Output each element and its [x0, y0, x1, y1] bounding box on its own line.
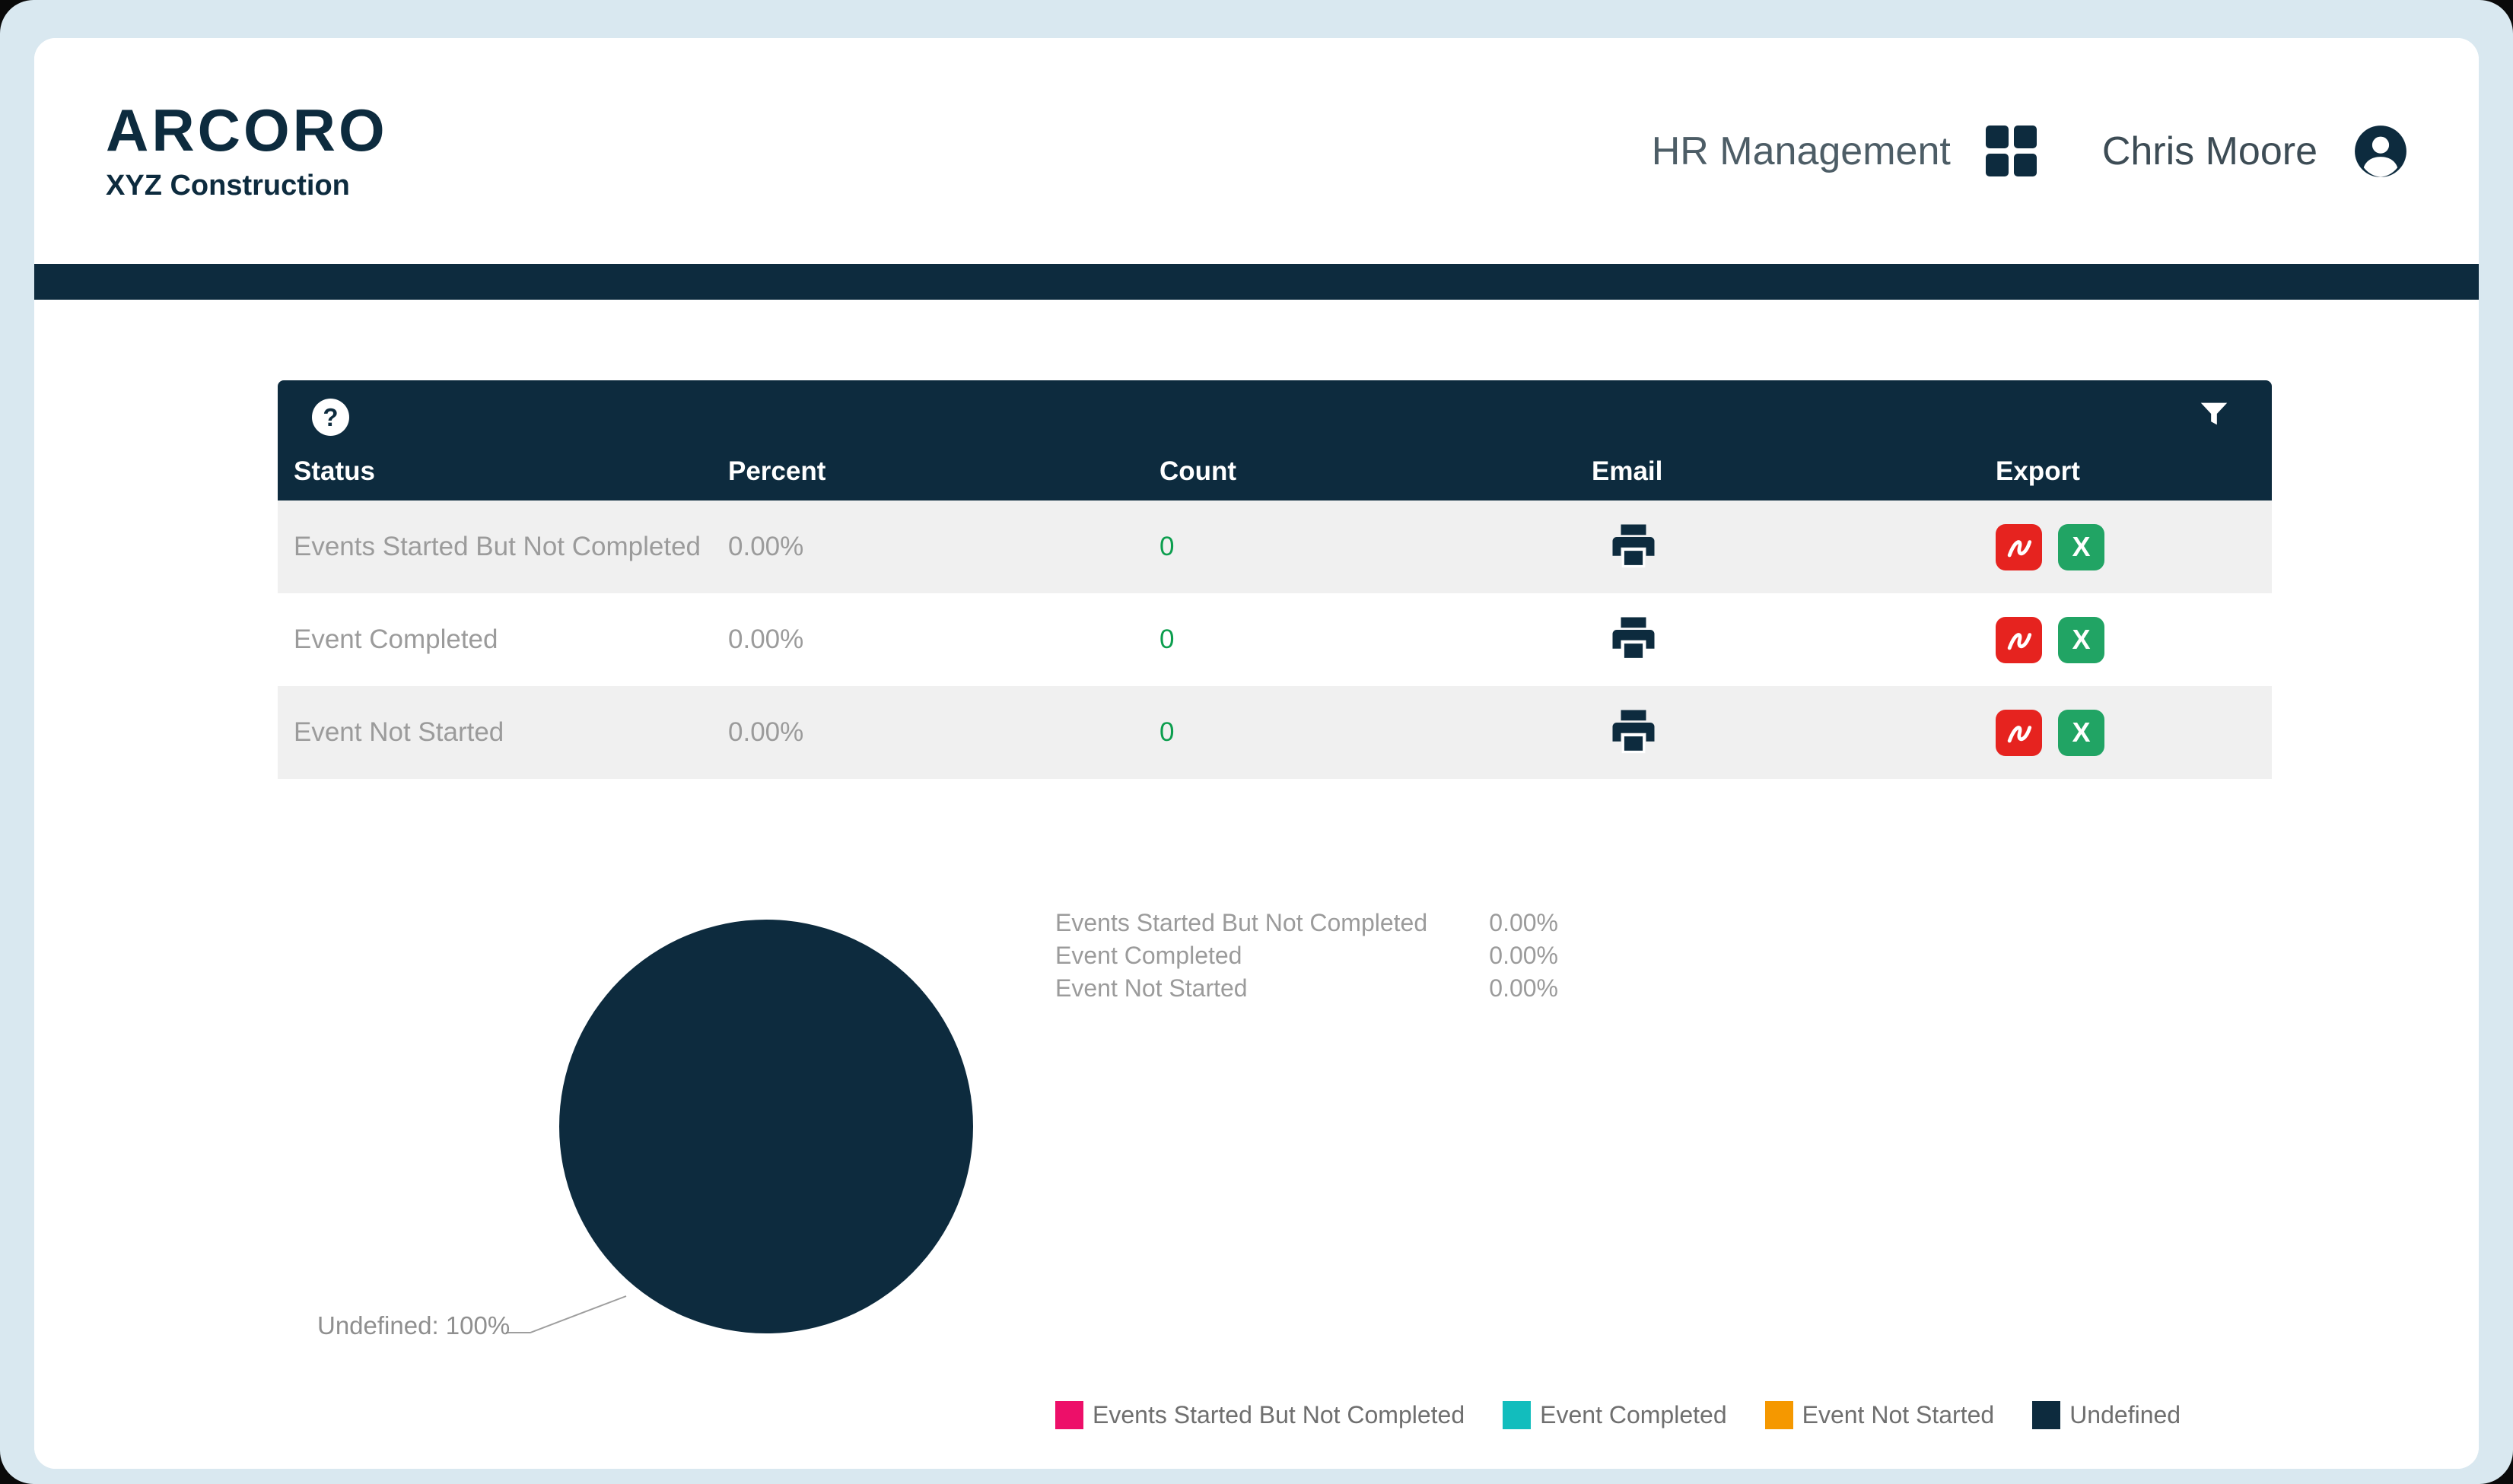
chart-legend: Events Started But Not Completed Event C… — [1055, 1401, 2181, 1429]
legend-swatch-teal — [1503, 1401, 1532, 1429]
summary-value: 0.00% — [1489, 942, 1558, 969]
email-print-button[interactable] — [1608, 520, 1659, 570]
summary-label: Events Started But Not Completed — [1055, 909, 1428, 936]
filter-icon[interactable] — [2196, 397, 2231, 432]
row-percent: 0.00% — [728, 624, 804, 654]
summary-value: 0.00% — [1489, 909, 1558, 936]
row-export-cell: X — [1996, 709, 2272, 756]
status-table: ? Status Percent Count Email Export — [278, 380, 2272, 779]
user-name[interactable]: Chris Moore — [2101, 129, 2317, 173]
legend-item: Events Started But Not Completed — [1055, 1401, 1465, 1429]
hr-management-link[interactable]: HR Management — [1651, 129, 1951, 173]
row-status: Event Not Started — [294, 717, 504, 747]
row-count-link[interactable]: 0 — [1159, 532, 1175, 561]
summary-label: Event Completed — [1055, 942, 1242, 969]
export-excel-button[interactable]: X — [2058, 709, 2104, 756]
app-grid-icon[interactable] — [1985, 126, 2037, 176]
export-pdf-button[interactable] — [1996, 709, 2042, 756]
arcoro-logo: ARCORO — [106, 97, 388, 164]
legend-label: Events Started But Not Completed — [1093, 1401, 1465, 1428]
email-print-button[interactable] — [1608, 613, 1659, 663]
legend-label: Event Not Started — [1802, 1401, 1995, 1428]
pie-callout-line — [506, 1295, 627, 1333]
content-area: ? Status Percent Count Email Export — [34, 300, 2479, 1469]
email-print-button[interactable] — [1608, 706, 1659, 756]
help-icon[interactable]: ? — [312, 399, 349, 436]
row-count-link[interactable]: 0 — [1159, 717, 1175, 747]
row-email-cell — [1592, 613, 1996, 667]
legend-swatch-navy — [2032, 1401, 2061, 1429]
table-row: Event Not Started 0.00% 0 — [278, 686, 2272, 779]
export-excel-button[interactable]: X — [2058, 616, 2104, 663]
row-percent: 0.00% — [728, 717, 804, 747]
summary-label: Event Not Started — [1055, 974, 1248, 1002]
user-avatar-icon[interactable] — [2352, 123, 2409, 180]
legend-item: Event Not Started — [1764, 1401, 1995, 1429]
pie-chart-undefined-slice — [559, 920, 973, 1333]
table-row: Event Completed 0.00% 0 — [278, 593, 2272, 686]
summary-value: 0.00% — [1489, 974, 1558, 1002]
legend-swatch-pink — [1055, 1401, 1083, 1429]
export-excel-button[interactable]: X — [2058, 523, 2104, 570]
col-status: Status — [294, 456, 375, 486]
legend-swatch-orange — [1764, 1401, 1793, 1429]
pie-callout-label: Undefined: 100% — [317, 1311, 511, 1339]
row-percent: 0.00% — [728, 532, 804, 561]
table-column-headers: Status Percent Count Email Export — [278, 456, 2272, 500]
export-pdf-button[interactable] — [1996, 616, 2042, 663]
row-email-cell — [1592, 520, 1996, 574]
legend-item: Event Completed — [1503, 1401, 1727, 1429]
company-name: XYZ Construction — [106, 169, 350, 202]
row-export-cell: X — [1996, 616, 2272, 663]
chart-summary: Events Started But Not Completed 0.00% E… — [1055, 908, 1558, 1003]
legend-item: Undefined — [2032, 1401, 2181, 1429]
col-count: Count — [1159, 456, 1237, 486]
main-card: ARCORO XYZ Construction HR Management Ch… — [34, 38, 2479, 1469]
legend-label: Event Completed — [1540, 1401, 1727, 1428]
table-row: Events Started But Not Completed 0.00% 0 — [278, 500, 2272, 593]
header-divider-bar — [34, 264, 2479, 300]
col-email: Email — [1592, 456, 1663, 486]
table-header: ? Status Percent Count Email Export — [278, 380, 2272, 500]
export-pdf-button[interactable] — [1996, 523, 2042, 570]
col-percent: Percent — [728, 456, 826, 486]
legend-label: Undefined — [2069, 1401, 2181, 1428]
row-email-cell — [1592, 706, 1996, 760]
header-nav: HR Management Chris Moore — [1652, 123, 2409, 180]
row-status: Event Completed — [294, 624, 498, 654]
header: ARCORO XYZ Construction HR Management Ch… — [34, 38, 2479, 264]
brand-block: ARCORO XYZ Construction — [106, 97, 388, 202]
row-export-cell: X — [1996, 523, 2272, 570]
col-export: Export — [1996, 456, 2080, 486]
row-status: Events Started But Not Completed — [294, 532, 701, 561]
row-count-link[interactable]: 0 — [1159, 624, 1175, 654]
